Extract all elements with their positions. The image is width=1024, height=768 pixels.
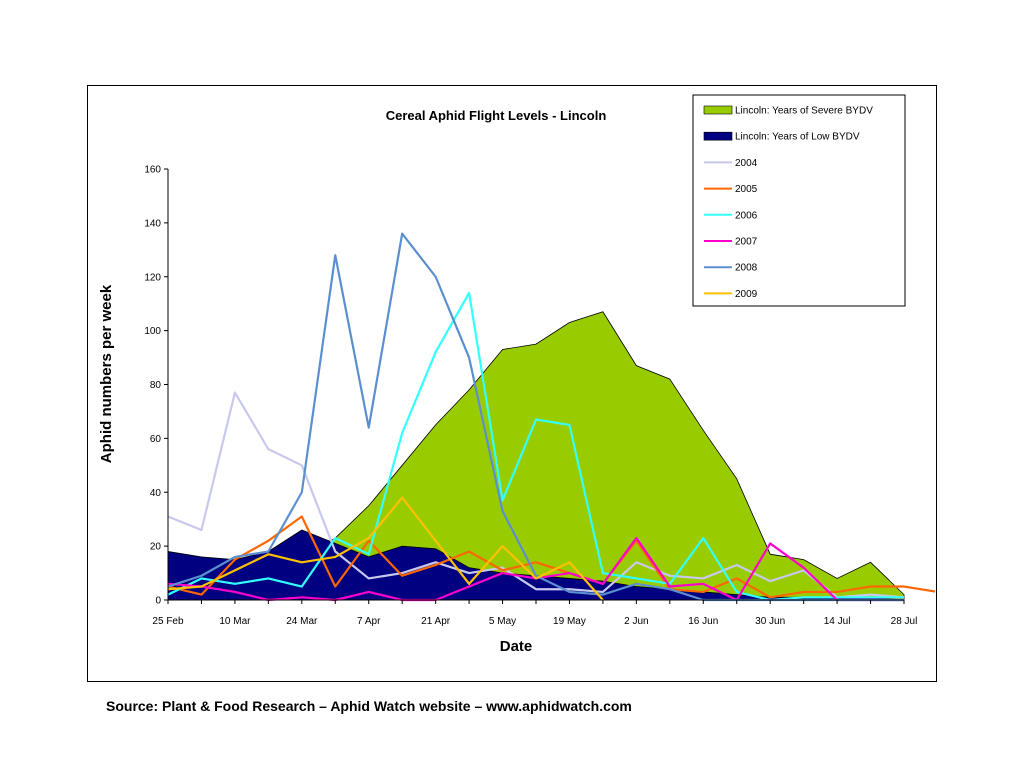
legend-label: 2004	[735, 158, 758, 169]
y-tick-label: 120	[144, 272, 161, 283]
legend-label: 2005	[735, 184, 758, 195]
x-tick-label: 25 Feb	[152, 616, 184, 627]
legend-label: 2009	[735, 289, 758, 300]
y-tick-label: 0	[155, 596, 161, 607]
x-tick-label: 2 Jun	[624, 616, 648, 627]
x-tick-label: 30 Jun	[755, 616, 785, 627]
x-tick-label: 24 Mar	[286, 616, 318, 627]
y-tick-label: 160	[144, 165, 161, 176]
x-tick-label: 16 Jun	[688, 616, 718, 627]
chart-frame: Cereal Aphid Flight Levels - Lincoln 25 …	[87, 85, 937, 682]
y-axis-title: Aphid numbers per week	[98, 284, 115, 463]
legend-swatch	[703, 131, 733, 141]
line-2004	[167, 391, 905, 599]
x-tick-label: 7 Apr	[357, 616, 381, 627]
x-tick-label: 28 Jul	[891, 616, 918, 627]
y-tick-label: 100	[144, 326, 161, 337]
line-2005	[167, 515, 935, 599]
x-tick-label: 21 Apr	[421, 616, 451, 627]
source-note: Source: Plant & Food Research – Aphid Wa…	[106, 698, 632, 714]
y-tick-label: 20	[150, 542, 162, 553]
y-tick-label: 140	[144, 218, 161, 229]
x-tick-label: 10 Mar	[219, 616, 251, 627]
legend-box	[692, 94, 906, 307]
y-tick-label: 60	[150, 434, 162, 445]
chart-title: Cereal Aphid Flight Levels - Lincoln	[386, 108, 607, 123]
x-tick-label: 5 May	[489, 616, 516, 627]
aphid-flight-chart: Cereal Aphid Flight Levels - Lincoln 25 …	[98, 94, 935, 655]
x-tick-label: 19 May	[553, 616, 586, 627]
legend-label: Lincoln: Years of Severe BYDV	[735, 106, 873, 117]
x-axis-title: Date	[500, 638, 533, 655]
legend-label: 2008	[735, 263, 758, 274]
legend-label: 2006	[735, 210, 758, 221]
legend-swatch	[703, 105, 733, 115]
y-tick-label: 80	[150, 380, 162, 391]
line-2009	[167, 496, 604, 601]
legend-label: Lincoln: Years of Low BYDV	[735, 132, 860, 143]
legend: Lincoln: Years of Severe BYDV Lincoln: Ye…	[692, 94, 906, 307]
x-tick-label: 14 Jul	[824, 616, 851, 627]
y-tick-label: 40	[150, 488, 162, 499]
legend-label: 2007	[735, 237, 758, 248]
